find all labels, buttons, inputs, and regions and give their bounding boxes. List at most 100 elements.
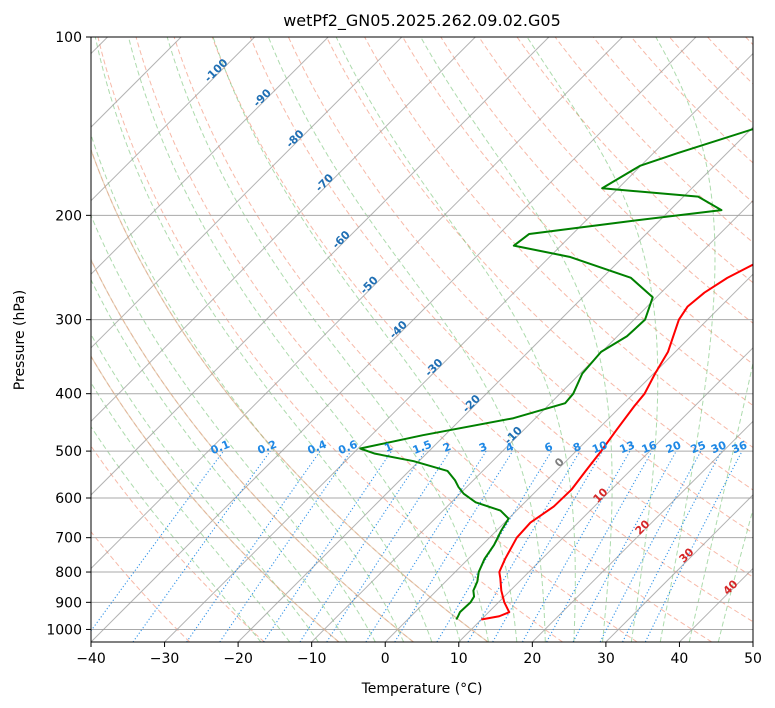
y-tick-label: 800: [55, 565, 82, 581]
y-tick-label: 1000: [46, 622, 82, 638]
y-axis-label: Pressure (hPa): [12, 290, 28, 390]
mixing-ratio-line: [299, 450, 426, 642]
dry-adiabat: [287, 37, 753, 534]
dry-adiabat: [402, 37, 753, 407]
moist-adiabat-label: 30: [677, 545, 697, 565]
moist-adiabat: [91, 214, 376, 642]
x-tick-label: −20: [223, 651, 253, 667]
x-tick-label: −40: [76, 651, 106, 667]
x-tick-label: 50: [744, 651, 762, 667]
isotherm: [311, 199, 753, 642]
mixing-ratio-label: 0.2: [256, 438, 279, 457]
dry-adiabat: [173, 37, 713, 642]
isotherm-label: -60: [330, 228, 353, 251]
moist-adiabat: [655, 37, 716, 642]
moist-adiabat-label: 10: [591, 485, 611, 505]
dry-adiabat: [592, 37, 753, 204]
dry-adiabat: [478, 37, 753, 324]
mixing-ratio-line: [365, 450, 487, 642]
isotherm: [91, 37, 329, 275]
moist-adiabat: [717, 507, 753, 642]
isotherm: [237, 126, 753, 642]
moist-adiabat: [335, 37, 576, 642]
moist-adiabat: [91, 133, 405, 642]
isotherm: [458, 347, 753, 642]
y-tick-label: 100: [55, 30, 82, 46]
dry-adiabat: [516, 37, 753, 284]
x-tick-label: 0: [381, 651, 390, 667]
mixing-ratio-label: 30: [709, 438, 728, 456]
dewpoint-profile: [359, 128, 753, 620]
isotherm: [164, 52, 753, 642]
mixing-ratio-label: 0.1: [209, 438, 232, 457]
dry-adiabat: [554, 37, 753, 244]
y-tick-label: 900: [55, 595, 82, 611]
moist-adiabat: [420, 37, 613, 642]
plot-frame: [90, 36, 754, 643]
dry-adiabat: [211, 37, 753, 623]
moist-adiabat-label: 20: [633, 517, 653, 537]
y-tick-label: 500: [55, 444, 82, 460]
isotherm: [605, 494, 753, 642]
temperature-profile: [481, 263, 753, 621]
isotherm: [531, 420, 753, 642]
isotherm-label: -90: [251, 86, 274, 109]
reference-adiabat: [91, 258, 414, 642]
mixing-ratio-line: [521, 450, 631, 642]
dry-adiabat: [97, 37, 563, 642]
mixing-ratio-label: 1: [382, 440, 394, 455]
dry-adiabat: [135, 37, 638, 642]
mixing-ratio-label: 2: [441, 440, 453, 455]
x-axis-label: Temperature (°C): [361, 681, 483, 697]
reference-adiabat: [91, 148, 489, 642]
moist-adiabat: [688, 360, 753, 642]
moist-adiabat-label: 40: [721, 577, 741, 597]
isotherm: [91, 37, 697, 642]
isotherm: [679, 567, 753, 642]
isotherm-label: -30: [422, 356, 445, 379]
isotherm: [91, 37, 476, 423]
isotherm: [752, 641, 753, 642]
y-tick-label: 200: [55, 208, 82, 224]
mixing-ratio-label: 16: [640, 438, 659, 456]
moist-adiabat: [267, 37, 546, 642]
isotherm: [91, 37, 403, 349]
mixing-ratio-label: 25: [689, 439, 708, 457]
mixing-ratio-label: 8: [571, 440, 583, 455]
chart-title: wetPf2_GN05.2025.262.09.02.G05: [283, 11, 561, 31]
isotherm: [91, 37, 256, 202]
dry-adiabat: [91, 148, 489, 642]
dry-adiabat: [91, 355, 340, 642]
moist-adiabat: [526, 37, 659, 642]
moist-adiabat: [212, 37, 518, 642]
reference-adiabat: [91, 355, 340, 642]
y-tick-label: 600: [55, 491, 82, 507]
mixing-ratio-label: 10: [590, 438, 609, 456]
dry-adiabat: [745, 37, 753, 46]
dry-adiabat: [326, 37, 753, 491]
mixing-ratio-label: 13: [618, 439, 637, 457]
y-tick-label: 300: [55, 313, 82, 329]
mixing-ratio-line: [326, 450, 451, 642]
moist-adiabat: [127, 37, 461, 642]
moist-adiabat: [91, 425, 262, 642]
isotherm: [384, 273, 753, 642]
mixing-ratio-line: [219, 450, 352, 642]
moist-adiabat: [166, 37, 489, 642]
dry-adiabat: [249, 37, 753, 578]
mixing-ratio-label: 20: [664, 438, 683, 456]
mixing-ratio-label: 1.5: [411, 438, 434, 457]
mixing-ratio-line: [467, 450, 581, 642]
mixing-ratio-line: [622, 450, 722, 642]
moist-adiabat: [91, 278, 348, 642]
mixing-ratio-label: 0.4: [306, 438, 329, 457]
mixing-ratio-line: [572, 450, 677, 642]
isotherm-label: -80: [283, 127, 306, 150]
x-tick-label: 10: [450, 651, 468, 667]
isotherm-label: -40: [387, 318, 410, 341]
dry-adiabat: [707, 37, 753, 85]
mixing-ratio-line: [91, 450, 224, 632]
x-tick-label: −30: [150, 651, 180, 667]
dry-adiabat: [91, 530, 191, 642]
isotherm-label: -100: [202, 56, 231, 85]
